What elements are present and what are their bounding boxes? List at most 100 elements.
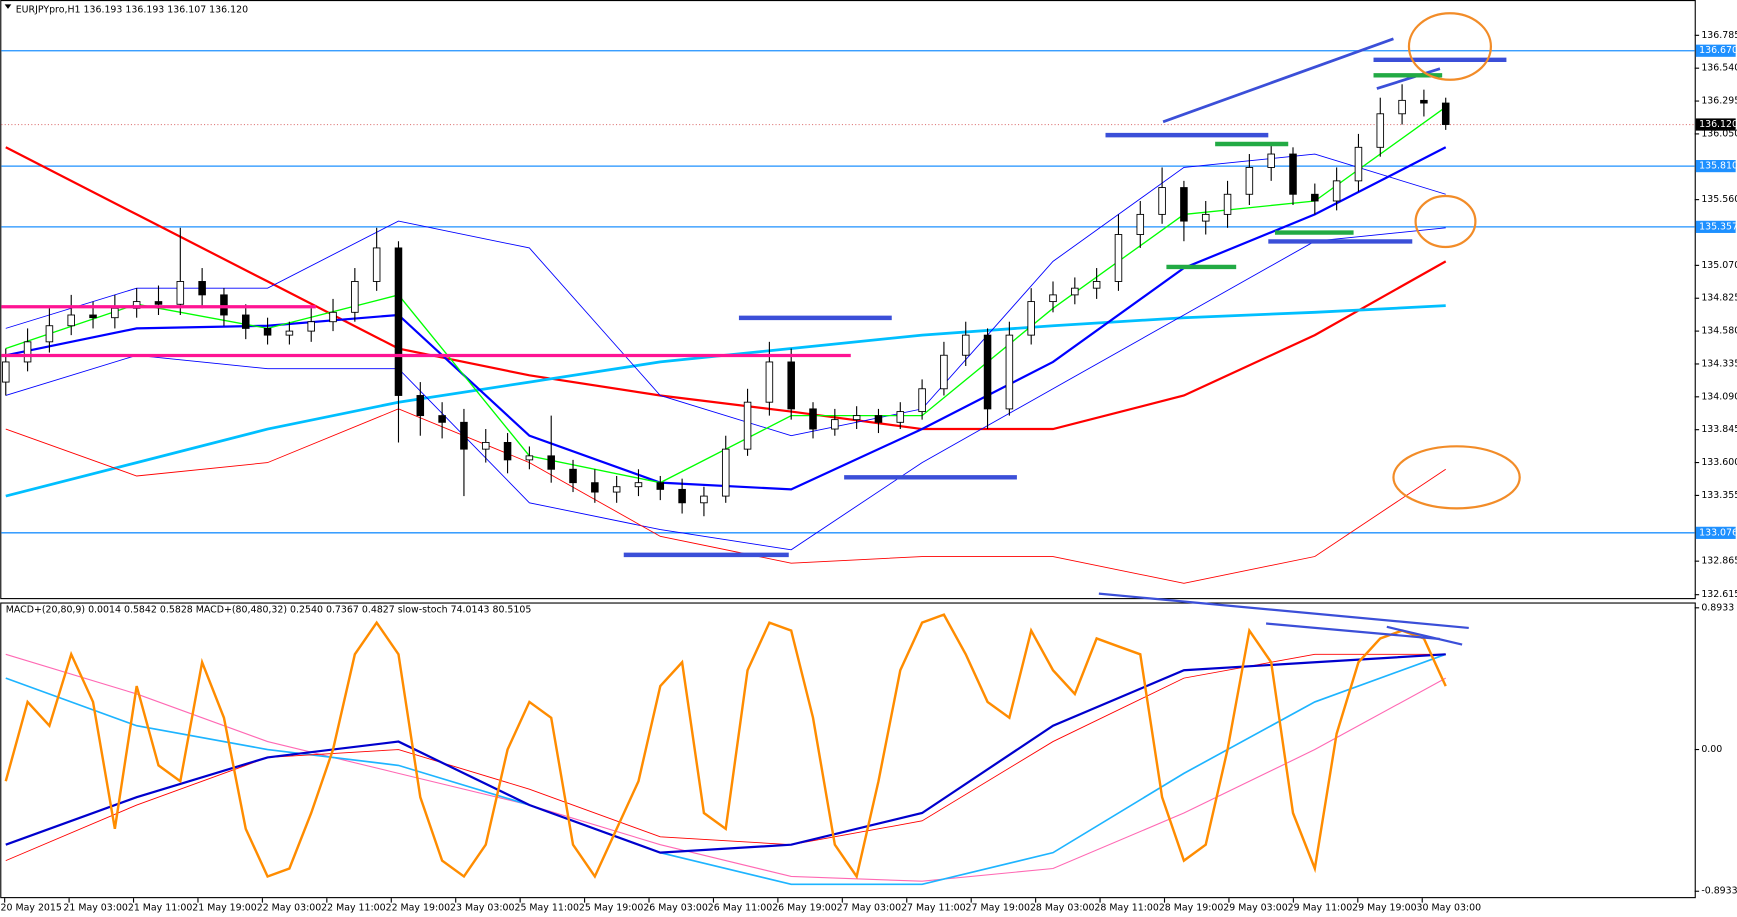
overlay-line — [5, 408, 1446, 584]
candle-body — [241, 314, 250, 329]
annotations — [1, 12, 1521, 646]
x-tick-label: 27 May 03:00 — [837, 903, 902, 914]
x-tick-label: 21 May 19:00 — [192, 903, 257, 914]
candle-body — [852, 415, 861, 421]
candle-body — [1376, 113, 1385, 148]
chart-title: EURJPYpro,H1 136.193 136.193 136.107 136… — [16, 4, 248, 15]
candle-body — [765, 361, 774, 403]
y-tick-label: 134.090 — [1701, 391, 1737, 402]
x-tick-label: 28 May 03:00 — [1030, 903, 1095, 914]
x-tick-label: 28 May 11:00 — [1094, 903, 1159, 914]
candle-body — [1311, 193, 1319, 202]
current-price-label: 136.120 — [1699, 119, 1737, 130]
candle-body — [743, 401, 752, 450]
level-label: 135.810 — [1699, 161, 1737, 172]
y-tick-label: 0.8933 — [1701, 602, 1734, 613]
candle-body — [787, 361, 795, 410]
divergence-line — [1265, 622, 1441, 641]
candle-body — [874, 415, 883, 423]
trend-line — [1376, 67, 1441, 90]
x-tick-label: 25 May 19:00 — [579, 903, 644, 914]
x-tick-label: 30 May 03:00 — [1417, 903, 1482, 914]
candle-body — [809, 408, 817, 430]
candle-body — [896, 411, 905, 423]
candle-body — [285, 330, 294, 336]
y-tick-label: 136.295 — [1701, 96, 1737, 107]
candle-body — [2, 361, 10, 383]
indicator-line — [5, 653, 1446, 882]
candle-body — [1201, 213, 1210, 222]
candle-body — [1332, 180, 1341, 202]
x-tick-label: 23 May 03:00 — [450, 903, 515, 914]
level-label: 135.357 — [1699, 221, 1737, 232]
x-tick-label: 29 May 03:00 — [1223, 903, 1288, 914]
y-tick-label: 136.050 — [1701, 128, 1737, 139]
x-tick-label: 20 May 2015 — [1, 903, 62, 914]
y-tick-label: 134.335 — [1701, 358, 1737, 369]
y-tick-label: -0.8933 — [1701, 886, 1737, 897]
candle-body — [1180, 187, 1188, 222]
y-tick-label: 135.070 — [1701, 260, 1737, 271]
x-tick-label: 27 May 19:00 — [966, 903, 1031, 914]
candle-body — [591, 482, 599, 493]
level-label-box — [1695, 44, 1736, 57]
candle-body — [721, 448, 730, 497]
price-layer: 136.785 136.540 136.295 136.050 135.560 135.0… — [1, 30, 1737, 914]
candle-body — [656, 482, 665, 490]
candle-body — [612, 486, 621, 493]
x-tick-label: 22 May 11:00 — [321, 903, 386, 914]
x-tick-label: 29 May 19:00 — [1352, 903, 1417, 914]
overlay-line — [5, 153, 1446, 437]
candle-body — [1245, 167, 1254, 195]
candle-body — [460, 421, 468, 450]
y-tick-label: 135.560 — [1701, 194, 1737, 205]
candle-body — [983, 334, 992, 410]
x-tick-label: 26 May 03:00 — [643, 903, 708, 914]
candle-body — [67, 314, 75, 327]
y-tick-label: 134.580 — [1701, 326, 1737, 337]
level-label: 133.076 — [1699, 527, 1737, 538]
level-label-box — [1695, 160, 1736, 173]
candle-body — [154, 301, 163, 305]
highlight-circle — [1414, 194, 1477, 249]
candle-body — [1071, 287, 1079, 296]
x-tick-label: 22 May 03:00 — [257, 903, 322, 914]
highlight-circle — [1392, 445, 1521, 510]
indicator-line — [5, 653, 1446, 862]
indicator-title: MACD+(20,80,9) 0.0014 0.5842 0.5828 MACD… — [6, 605, 532, 616]
indicator-line — [4, 613, 1447, 880]
candle-body — [351, 281, 359, 313]
candle-body — [1114, 234, 1123, 282]
candle-body — [1049, 294, 1057, 303]
candle-body — [1267, 153, 1275, 168]
menu-arrow[interactable] — [4, 4, 12, 9]
x-tick-label: 21 May 11:00 — [128, 903, 193, 914]
x-tick-label: 27 May 11:00 — [901, 903, 966, 914]
indicator-line — [5, 653, 1446, 854]
candle-body — [394, 247, 403, 396]
candle-body — [89, 314, 97, 319]
candle-body — [547, 455, 555, 470]
candle-body — [1398, 99, 1406, 115]
x-tick-label: 26 May 11:00 — [708, 903, 773, 914]
candle-body — [918, 388, 926, 413]
candle-body — [45, 325, 54, 343]
x-tick-label: 29 May 11:00 — [1288, 903, 1353, 914]
candle-body — [961, 334, 970, 356]
candle-body — [503, 441, 512, 461]
candle-body — [329, 311, 337, 323]
candle-body — [1289, 153, 1297, 195]
y-tick-label: 136.540 — [1701, 63, 1737, 74]
current-price-box — [1695, 118, 1736, 131]
trend-line — [1162, 37, 1394, 124]
candle-body — [263, 327, 272, 336]
candle-body — [111, 307, 119, 319]
y-tick-label: 133.600 — [1701, 457, 1737, 468]
indicator-panel — [0, 602, 1696, 899]
level-label-box — [1695, 220, 1736, 233]
candle-body — [1005, 334, 1014, 410]
candle-body — [1420, 99, 1428, 104]
candle-body — [481, 441, 490, 450]
candle-body — [569, 468, 577, 484]
